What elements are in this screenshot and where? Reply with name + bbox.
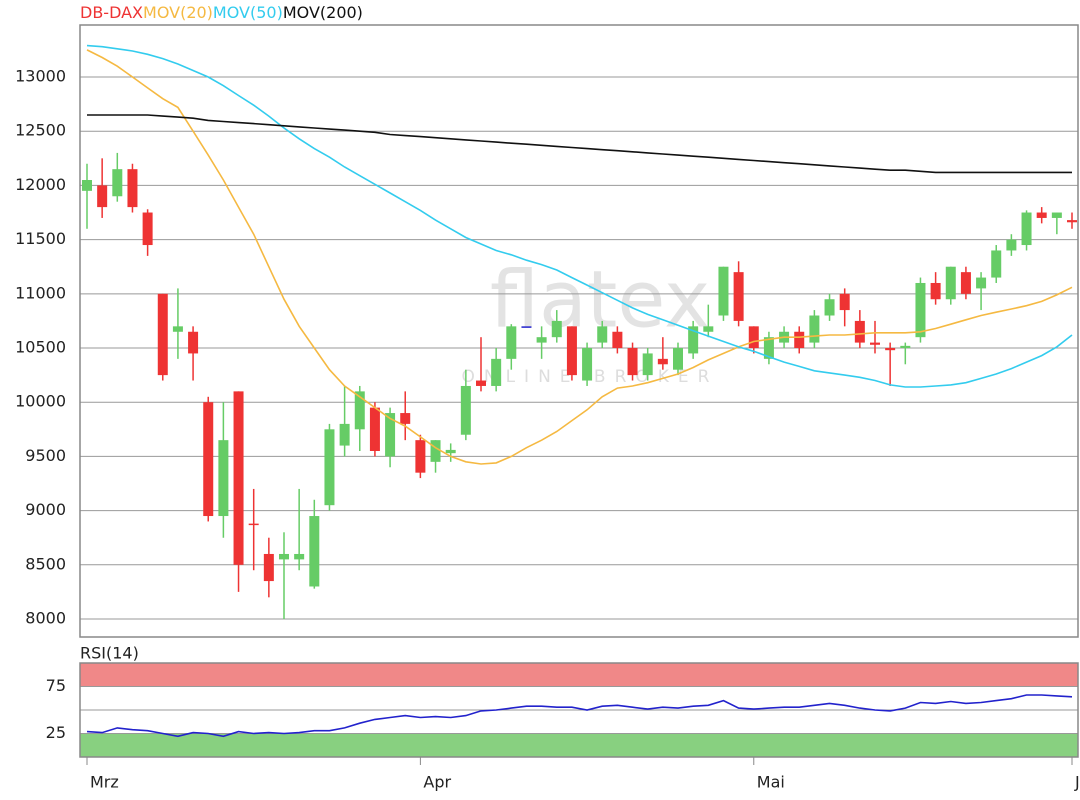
candle-body — [551, 320, 562, 338]
y-tick-label: 8000 — [25, 609, 66, 628]
candle-body — [642, 353, 653, 376]
candle-body — [248, 523, 259, 526]
candle-body — [945, 266, 956, 300]
candle-body — [839, 293, 850, 311]
candle-body — [400, 413, 411, 424]
legend-entry: DB-DAX — [80, 3, 143, 22]
candle-body — [885, 348, 896, 351]
candle-body — [294, 553, 305, 560]
y-tick-label: 75 — [46, 676, 66, 695]
candle-body — [733, 272, 744, 321]
y-tick-label: 8500 — [25, 554, 66, 573]
legend-entry: MOV(50) — [213, 3, 283, 22]
candle-body — [430, 440, 441, 462]
y-tick-label: 11000 — [15, 283, 66, 302]
candle-body — [582, 348, 593, 381]
y-tick-label: 10500 — [15, 338, 66, 357]
candle-body — [748, 326, 759, 349]
candle-body — [309, 516, 320, 587]
legend-entry: MOV(200) — [283, 3, 363, 22]
y-tick-label: 11500 — [15, 229, 66, 248]
candle-body — [915, 282, 926, 338]
candle-body — [415, 440, 426, 473]
candle-body — [127, 169, 138, 208]
y-tick-label: 9000 — [25, 500, 66, 519]
y-tick-label: 12500 — [15, 121, 66, 140]
candle-body — [218, 440, 229, 517]
candle-body — [824, 299, 835, 316]
candle-body — [460, 385, 471, 435]
candle-body — [1021, 212, 1032, 246]
candle-body — [445, 449, 456, 454]
series-line — [86, 694, 1073, 738]
candle-body — [369, 407, 380, 451]
y-tick-label: 12000 — [15, 175, 66, 194]
candle-body — [476, 380, 486, 386]
legend: DB-DAXMOV(20)MOV(50)MOV(200) — [80, 3, 363, 22]
y-tick-label: 13000 — [15, 67, 66, 86]
candle-body — [657, 358, 668, 365]
candle-body — [566, 326, 577, 376]
candle-body — [491, 358, 502, 386]
series-line — [86, 44, 1073, 388]
candle-body — [233, 391, 244, 565]
candle-body — [142, 212, 153, 246]
candle-body — [157, 293, 168, 376]
y-tick-label: 9500 — [25, 446, 66, 465]
candle-body — [718, 266, 729, 316]
candle-body — [870, 342, 880, 345]
overbought-band — [80, 663, 1078, 687]
candle-body — [627, 348, 638, 376]
candle-body — [960, 272, 971, 294]
x-tick-label: Apr — [423, 773, 451, 792]
candle-body — [1036, 212, 1047, 218]
candle-body — [536, 337, 547, 343]
candle-body — [97, 185, 108, 208]
candle-body — [991, 250, 1002, 278]
candle-body — [324, 429, 335, 506]
candle-body — [1006, 239, 1017, 251]
legend-entry: MOV(20) — [143, 3, 213, 22]
candle-body — [612, 331, 623, 349]
plot-frame — [79, 24, 1079, 638]
candle-body — [263, 553, 274, 582]
candle-body — [172, 326, 183, 332]
candle-body — [809, 315, 820, 343]
candle-body — [703, 326, 714, 332]
plot-frame — [79, 662, 1079, 758]
candle-body — [1051, 212, 1062, 218]
candle-body — [112, 169, 123, 197]
x-tick-label: Mrz — [90, 773, 119, 792]
candle-body — [688, 326, 699, 354]
candle-body — [188, 331, 199, 354]
y-tick-label: 25 — [46, 723, 66, 742]
candle-body — [354, 391, 365, 430]
candle-body — [521, 326, 532, 328]
series-line — [87, 114, 1072, 174]
candle-body — [763, 337, 774, 359]
candle-body — [385, 413, 396, 457]
candle-body — [854, 320, 865, 343]
candle-body — [673, 348, 683, 370]
candle-body — [82, 180, 92, 191]
candle-body — [597, 326, 608, 343]
candle-body — [900, 345, 911, 349]
y-tick-label: 10000 — [15, 392, 66, 411]
candle-body — [203, 402, 214, 517]
candle-body — [976, 277, 987, 289]
candle-body — [339, 423, 350, 446]
candle-body — [930, 282, 941, 300]
candle-body — [506, 326, 517, 359]
candle-body — [794, 331, 805, 349]
oversold-band — [80, 733, 1078, 757]
candle-body — [1067, 220, 1077, 223]
x-tick-label: J — [1074, 773, 1080, 792]
x-tick-label: Mai — [757, 773, 785, 792]
candle-body — [279, 553, 289, 560]
series-line — [86, 49, 1073, 465]
legend-entry: RSI(14) — [80, 644, 139, 663]
